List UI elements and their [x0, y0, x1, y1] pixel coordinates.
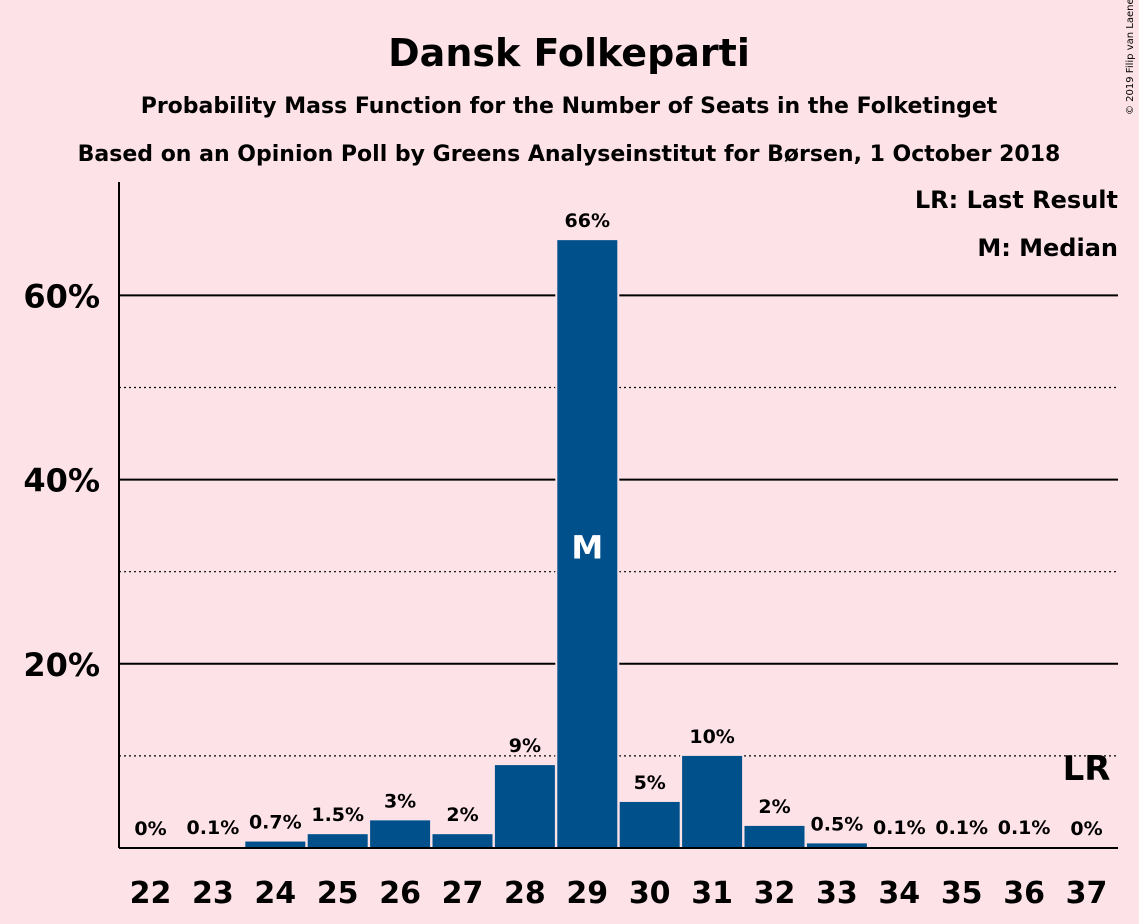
chart-subtitle-2: Based on an Opinion Poll by Greens Analy… — [78, 142, 1061, 167]
data-label-22: 0% — [134, 818, 166, 840]
bar-32 — [744, 825, 805, 848]
x-tick-33: 33 — [816, 876, 858, 911]
data-label-27: 2% — [446, 804, 478, 826]
data-label-35: 0.1% — [935, 817, 988, 839]
x-tick-25: 25 — [317, 876, 359, 911]
x-tick-22: 22 — [130, 876, 172, 911]
bar-25 — [307, 834, 368, 848]
bar-28 — [494, 765, 555, 848]
data-label-30: 5% — [634, 772, 666, 794]
data-label-34: 0.1% — [873, 817, 926, 839]
chart-title: Dansk Folkeparti — [388, 31, 750, 75]
copyright-notice: © 2019 Filip van Laenen — [1125, 0, 1136, 115]
bar-gap — [180, 845, 245, 848]
data-labels: 0% 0.1% 0.7% 1.5% 3% 2% 9% 66% 5% 10% 2% 0.5% 0.1% 0.… — [134, 210, 1110, 840]
chart-subtitle: Probability Mass Function for the Number… — [141, 94, 998, 119]
bar-24 — [245, 841, 306, 848]
x-tick-35: 35 — [941, 876, 983, 911]
x-tick-30: 30 — [629, 876, 671, 911]
legend-last-result: LR: Last Result — [915, 186, 1118, 214]
y-axis-ticks: 20% 40% 60% — [23, 277, 100, 683]
bar-29 — [557, 240, 618, 848]
x-tick-32: 32 — [754, 876, 796, 911]
y-tick-60: 60% — [23, 277, 100, 315]
bar-gap — [929, 845, 994, 848]
bar-gap — [867, 845, 932, 848]
legend-median: M: Median — [977, 234, 1118, 262]
data-label-36: 0.1% — [998, 817, 1051, 839]
x-tick-36: 36 — [1003, 876, 1045, 911]
last-result-marker: LR — [1063, 749, 1111, 789]
x-tick-26: 26 — [379, 876, 421, 911]
bar-33 — [806, 843, 867, 848]
data-label-29: 66% — [565, 210, 610, 232]
data-label-32: 2% — [758, 796, 790, 818]
data-label-24: 0.7% — [249, 812, 302, 834]
x-axis-ticks: 22 23 24 25 26 27 28 29 30 31 32 33 34 35 36 37 — [130, 876, 1108, 911]
bars — [180, 238, 1057, 848]
x-tick-37: 37 — [1066, 876, 1108, 911]
bar-26 — [370, 820, 431, 848]
data-label-33: 0.5% — [811, 813, 864, 835]
bar-gap — [992, 845, 1057, 848]
bar-31 — [682, 755, 743, 848]
y-tick-40: 40% — [23, 462, 100, 500]
x-tick-28: 28 — [504, 876, 546, 911]
data-label-31: 10% — [689, 726, 734, 748]
bar-30 — [619, 801, 680, 848]
x-tick-24: 24 — [254, 876, 296, 911]
median-marker: M — [571, 529, 603, 567]
x-tick-23: 23 — [192, 876, 234, 911]
x-tick-27: 27 — [442, 876, 484, 911]
data-label-37: 0% — [1070, 818, 1102, 840]
x-tick-31: 31 — [691, 876, 733, 911]
data-label-23: 0.1% — [187, 817, 240, 839]
x-tick-29: 29 — [566, 876, 608, 911]
bar-27 — [432, 834, 493, 848]
data-label-25: 1.5% — [311, 804, 364, 826]
x-tick-34: 34 — [878, 876, 920, 911]
data-label-26: 3% — [384, 790, 416, 812]
data-label-28: 9% — [509, 735, 541, 757]
y-tick-20: 20% — [23, 646, 100, 684]
